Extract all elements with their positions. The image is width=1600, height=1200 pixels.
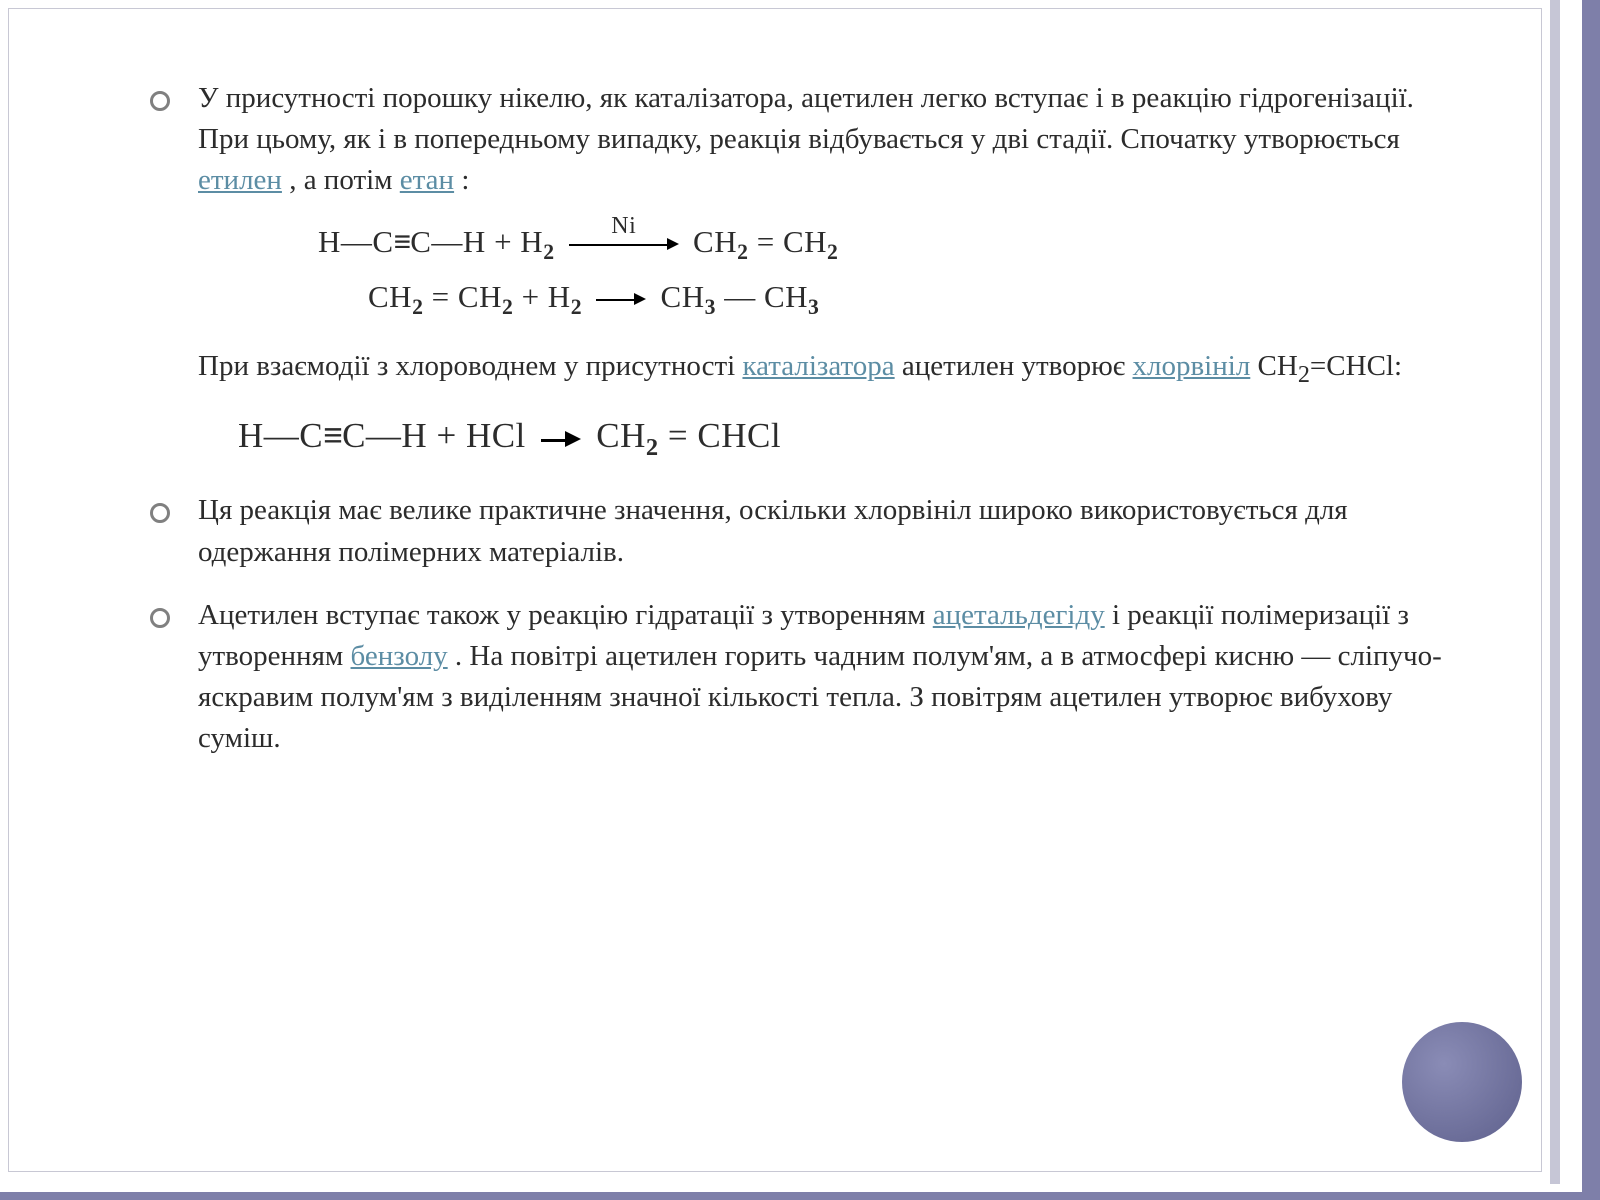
list-item: У присутності порошку нікелю, як каталіз…	[150, 78, 1472, 468]
list-item: Ця реакція має велике практичне значення…	[150, 490, 1472, 572]
body-text: При взаємодії з хлороводнем у присутност…	[198, 350, 1402, 382]
reaction-arrow	[596, 281, 646, 318]
list-item: Ацетилен вступає також у реакцію гідрата…	[150, 595, 1472, 760]
link-ethane[interactable]: етан	[400, 164, 454, 196]
link-catalyst[interactable]: каталізатора	[742, 350, 894, 382]
equation-row: CH2 = CH2 + H2 CH3 — CH3	[278, 271, 1472, 326]
reaction-arrow	[541, 418, 581, 460]
reaction-arrow-ni: Ni	[569, 226, 679, 263]
bullet-list: У присутності порошку нікелю, як каталіз…	[150, 78, 1472, 759]
text-run: У присутності порошку нікелю, як каталіз…	[198, 82, 1414, 155]
link-benzene[interactable]: бензолу	[351, 640, 448, 672]
text-run: CH	[1258, 350, 1298, 382]
link-acetaldehyde[interactable]: ацетальдегіду	[933, 599, 1105, 631]
equation-block-1: H—C≡C—H + H2 Ni CH2 = CH2 CH2 = CH2 + H2	[278, 216, 1472, 326]
body-text: Ацетилен вступає також у реакцію гідрата…	[198, 599, 1442, 755]
corner-circle-decoration	[1402, 1022, 1522, 1142]
slide-frame: У присутності порошку нікелю, як каталіз…	[0, 0, 1600, 1200]
text-run: , а потім	[289, 164, 400, 196]
text-sub: 2	[1298, 360, 1310, 387]
text-run: Ацетилен вступає також у реакцію гідрата…	[198, 599, 933, 631]
equation-row: H—C≡C—H + HCl CH2 = CHCl	[238, 406, 1472, 469]
text-run: При взаємодії з хлороводнем у присутност…	[198, 350, 742, 382]
link-chlorvinil[interactable]: хлорвініл	[1133, 350, 1251, 382]
text-run: =CHCl:	[1310, 350, 1402, 382]
link-ethylene[interactable]: етилен	[198, 164, 282, 196]
text-run: ацетилен утворює	[902, 350, 1133, 382]
body-text: Ця реакція має велике практичне значення…	[198, 494, 1348, 567]
slide-content: У присутності порошку нікелю, як каталіз…	[10, 10, 1572, 821]
equation-row: H—C≡C—H + H2 Ni CH2 = CH2	[278, 216, 1472, 271]
equation-block-2: H—C≡C—H + HCl CH2 = CHCl	[238, 406, 1472, 469]
text-run: :	[461, 164, 469, 196]
body-text: У присутності порошку нікелю, як каталіз…	[198, 82, 1414, 196]
